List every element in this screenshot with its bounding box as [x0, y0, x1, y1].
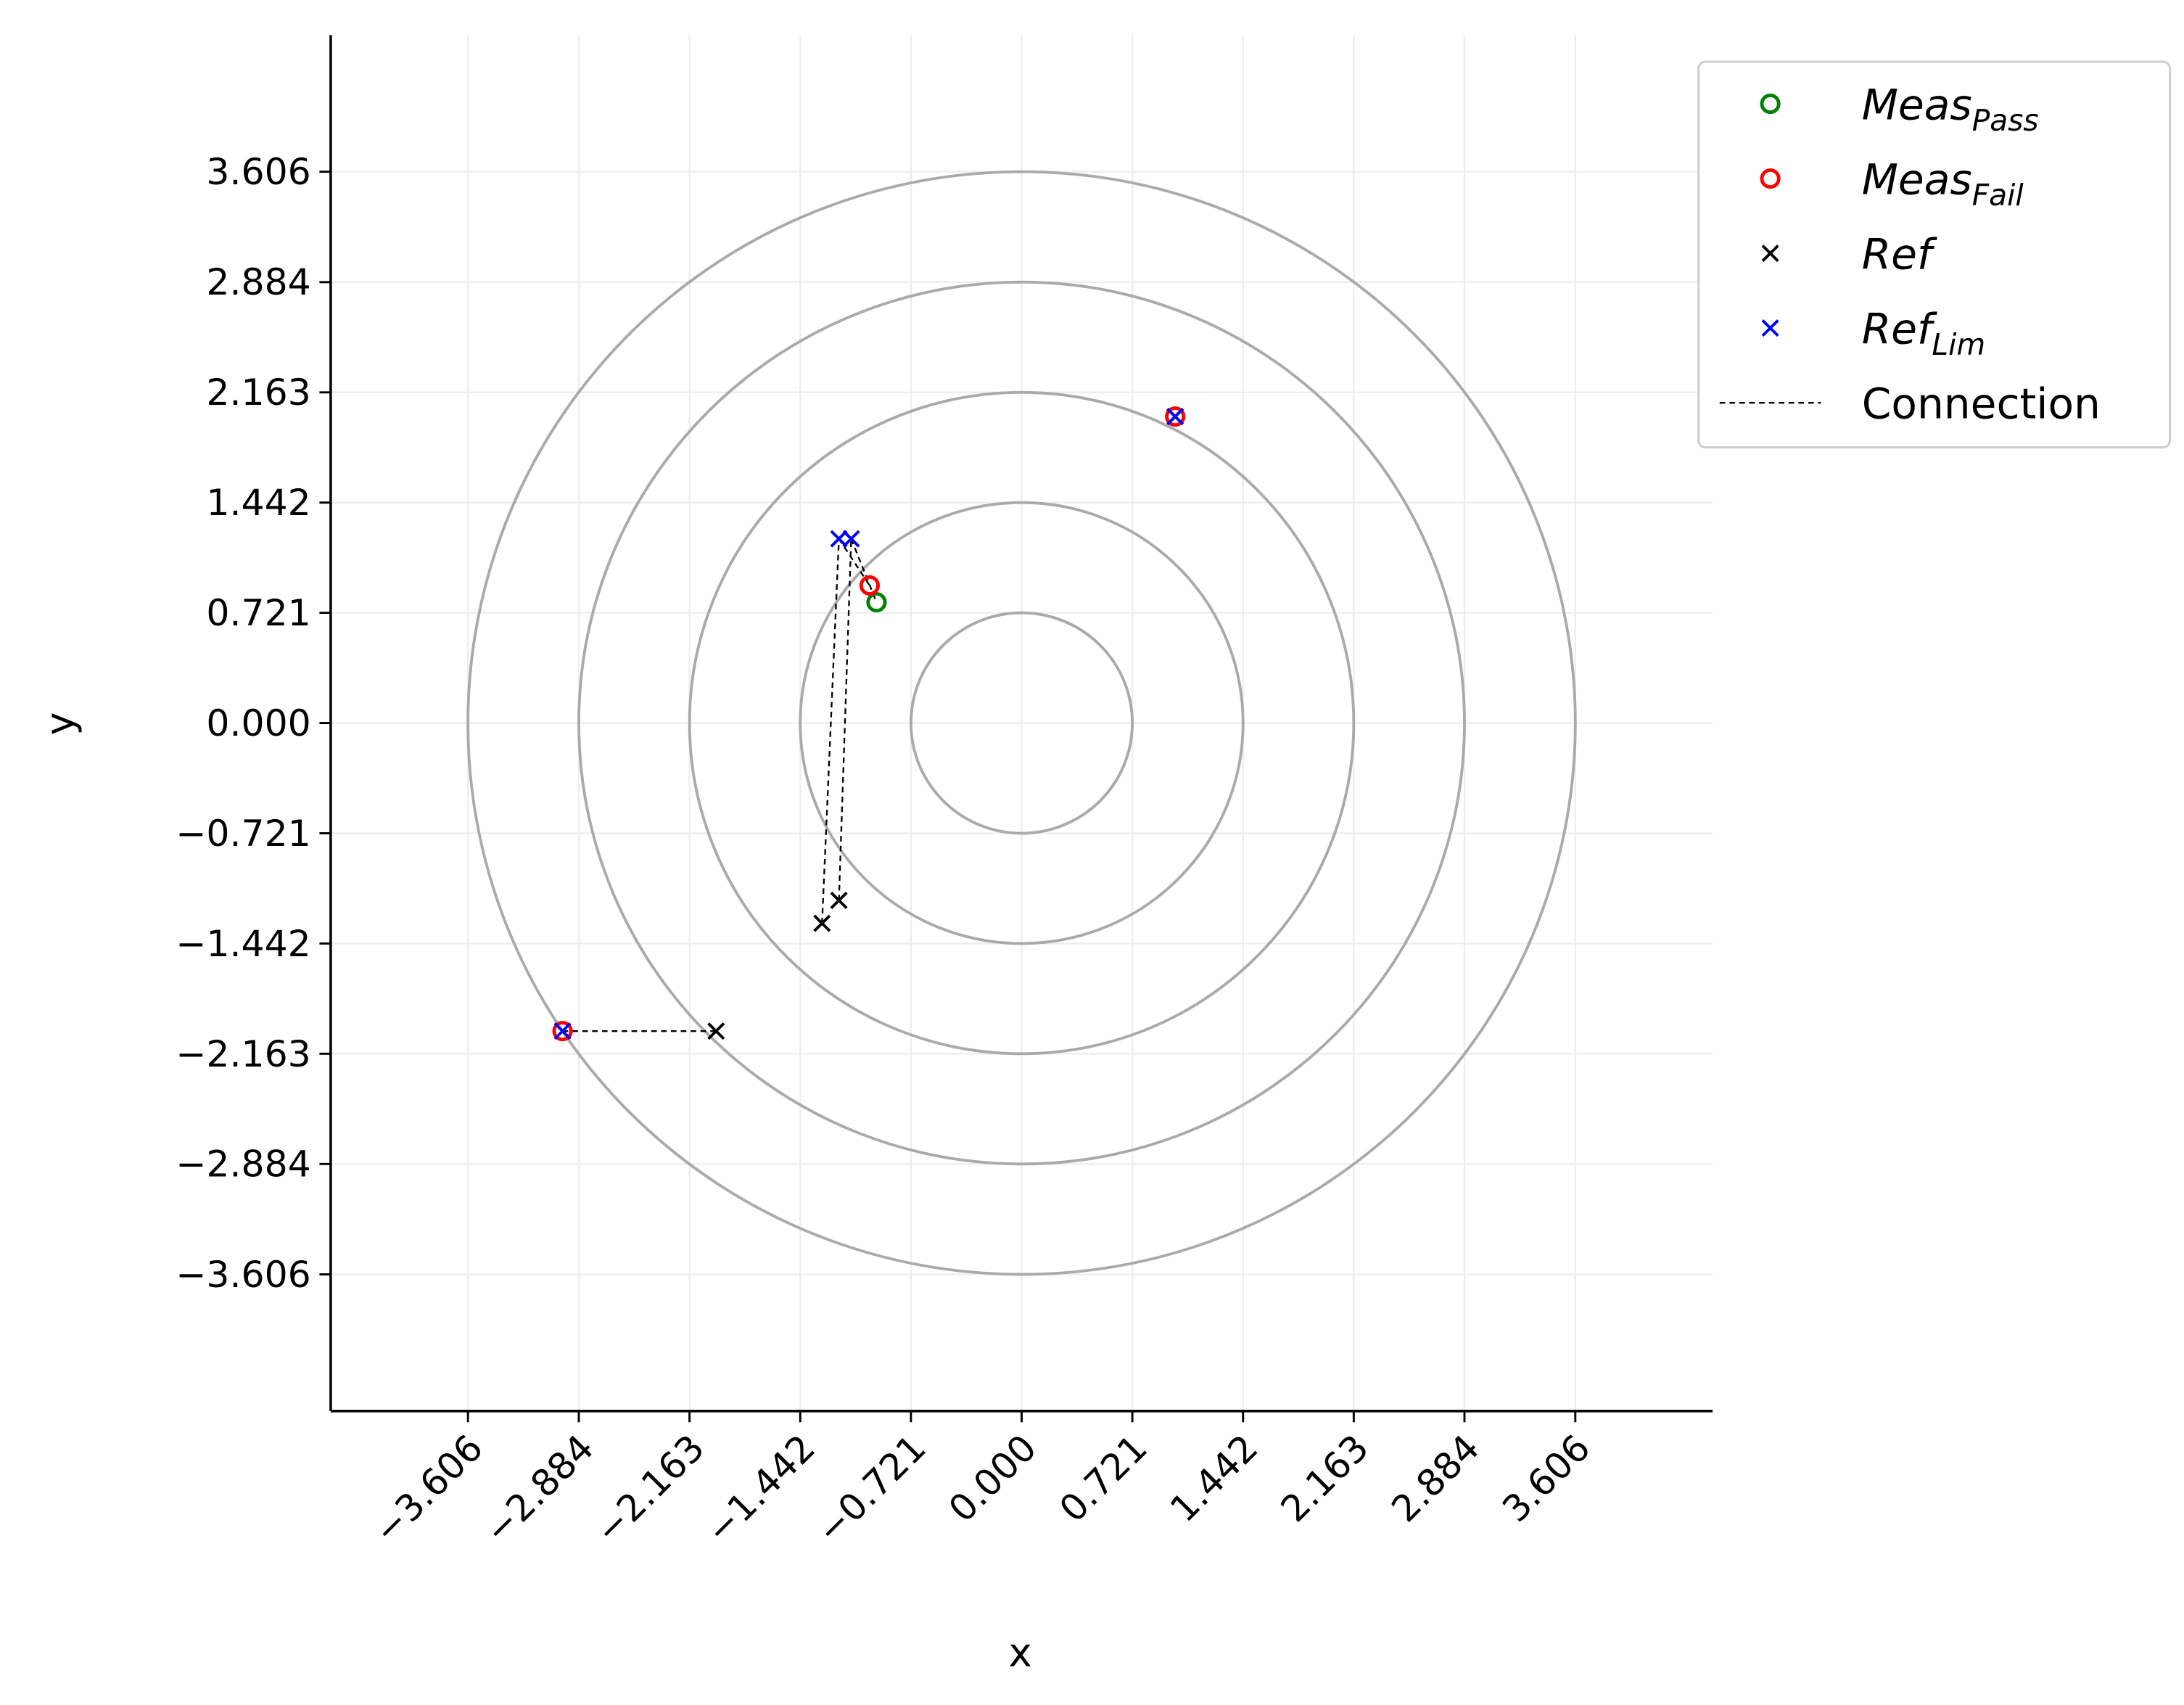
point — [813, 914, 831, 932]
x-tick-label: 0.000 — [940, 1426, 1044, 1530]
x-tick-label: −2.884 — [476, 1426, 602, 1552]
legend-label: MeasPass — [1862, 80, 2039, 137]
y-tick-label: 0.721 — [206, 591, 310, 634]
legend-label: Connection — [1862, 379, 2101, 429]
connection — [562, 538, 878, 1032]
point — [1166, 408, 1184, 426]
x-tick-label: −3.606 — [365, 1426, 491, 1552]
y-tick-label: 3.606 — [206, 150, 310, 193]
x-tick-label: 3.606 — [1494, 1426, 1599, 1530]
x-tick-label: 0.721 — [1051, 1426, 1155, 1530]
y-tick-label: −1.442 — [176, 922, 311, 965]
ring — [688, 390, 1356, 1056]
legend-name: Meas — [1862, 80, 1972, 129]
x-tick-label: −1.442 — [697, 1426, 823, 1552]
legend-marker — [1761, 319, 1779, 337]
legend-subscript: Pass — [1972, 103, 2039, 138]
x-tick-label: 1.442 — [1162, 1426, 1266, 1530]
x-tick-label: 2.884 — [1383, 1426, 1488, 1530]
ring — [577, 280, 1466, 1166]
y-tick-label: −0.721 — [176, 812, 311, 855]
y-tick-label: 2.163 — [206, 371, 310, 414]
point — [842, 530, 860, 548]
legend-label: Ref — [1862, 230, 1937, 279]
y-tick-label: 0.000 — [206, 702, 310, 744]
y-tick-label: −3.606 — [176, 1253, 311, 1296]
point — [866, 592, 887, 613]
ring — [909, 611, 1134, 835]
legend-label: MeasFail — [1862, 155, 2024, 212]
x-tick-label: 2.163 — [1272, 1426, 1377, 1530]
point — [859, 575, 880, 596]
ring — [799, 501, 1245, 945]
y-tick-label: 2.884 — [206, 260, 310, 303]
legend-subscript: Fail — [1972, 178, 2024, 213]
y-tick-label: −2.163 — [176, 1032, 311, 1075]
legend-marker — [1760, 168, 1781, 189]
point — [552, 1021, 573, 1042]
point — [553, 1022, 572, 1040]
legend-label: RefLim — [1862, 305, 1985, 362]
legend-marker — [1760, 94, 1781, 115]
legend-subscript: Lim — [1932, 327, 1985, 362]
legend-name: Connection — [1862, 379, 2101, 429]
x-tick-label: −0.721 — [808, 1426, 934, 1552]
x-tick-label: −2.163 — [587, 1426, 713, 1552]
legend-name: Ref — [1862, 305, 1937, 354]
legend-name: Meas — [1862, 155, 1972, 204]
point — [830, 892, 848, 910]
x-axis-label: x — [1008, 1630, 1031, 1676]
y-tick-label: 1.442 — [206, 481, 310, 524]
y-axis-label: y — [37, 712, 83, 736]
point — [707, 1022, 725, 1040]
y-tick-label: −2.884 — [176, 1143, 311, 1186]
legend-box — [1697, 60, 2172, 449]
legend-name: Ref — [1862, 230, 1937, 279]
legend-marker — [1761, 245, 1779, 263]
ring — [466, 170, 1577, 1276]
point — [1165, 406, 1186, 427]
